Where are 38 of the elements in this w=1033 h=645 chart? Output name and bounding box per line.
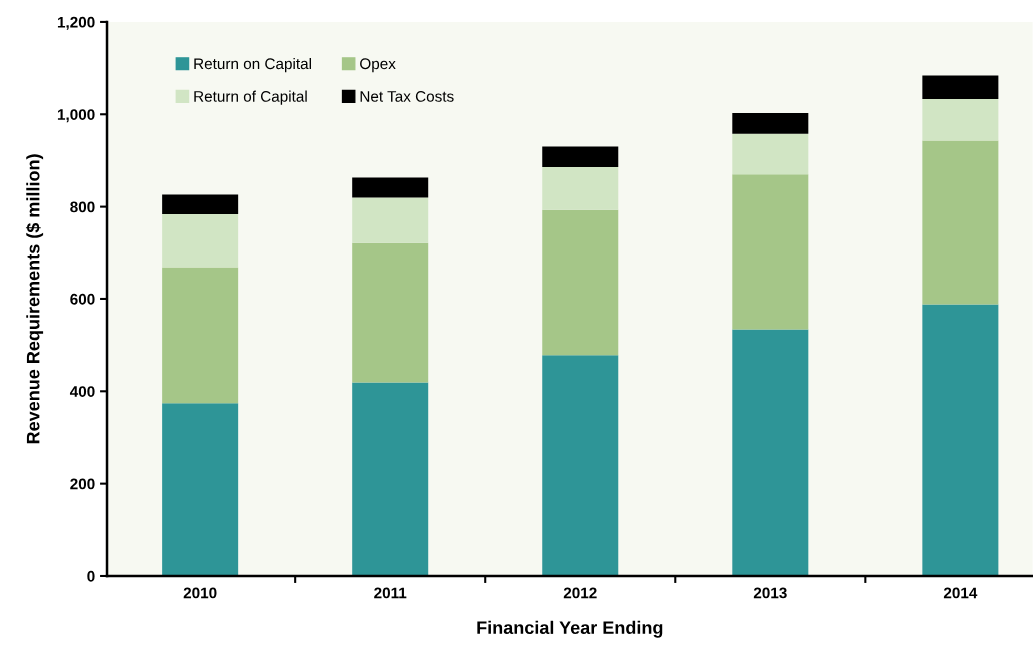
bar — [162, 267, 239, 404]
bar — [922, 99, 999, 141]
y-axis-title: Revenue Requirements ($ million) — [25, 154, 44, 444]
y-tick-label: 600 — [70, 293, 95, 305]
bar — [732, 174, 809, 330]
bar — [922, 140, 999, 305]
bar — [162, 194, 239, 214]
y-tick-label: 200 — [70, 478, 95, 490]
x-axis-title: Financial Year Ending — [477, 620, 663, 638]
legend-label: Opex — [360, 58, 396, 73]
bar — [542, 146, 619, 167]
bar — [352, 197, 429, 243]
x-tick-label: 2013 — [753, 587, 787, 599]
bar — [732, 329, 809, 576]
bar — [352, 382, 429, 576]
y-tick-label: 800 — [70, 201, 95, 213]
y-tick-label: 0 — [87, 570, 95, 582]
bar — [732, 133, 809, 175]
bar — [542, 166, 619, 210]
bar — [922, 75, 999, 100]
legend-label: Return of Capital — [194, 90, 307, 105]
x-tick-label: 2012 — [563, 587, 597, 599]
bar — [162, 214, 239, 268]
bar — [542, 355, 619, 576]
x-tick-label: 2014 — [943, 587, 978, 599]
bar — [922, 304, 999, 576]
legend-label: Return on Capital — [194, 57, 311, 73]
bar — [352, 177, 429, 198]
bar — [732, 112, 809, 134]
x-tick-label: 2010 — [183, 587, 217, 599]
bar — [542, 209, 619, 356]
legend-label: Net Tax Costs — [360, 90, 454, 102]
y-tick-label: 1,200 — [57, 16, 95, 30]
bar — [352, 242, 429, 383]
x-tick-label: 2011 — [374, 587, 407, 599]
y-tick-label: 1,000 — [57, 109, 95, 123]
y-tick-label: 400 — [69, 386, 95, 397]
bar — [162, 403, 239, 576]
